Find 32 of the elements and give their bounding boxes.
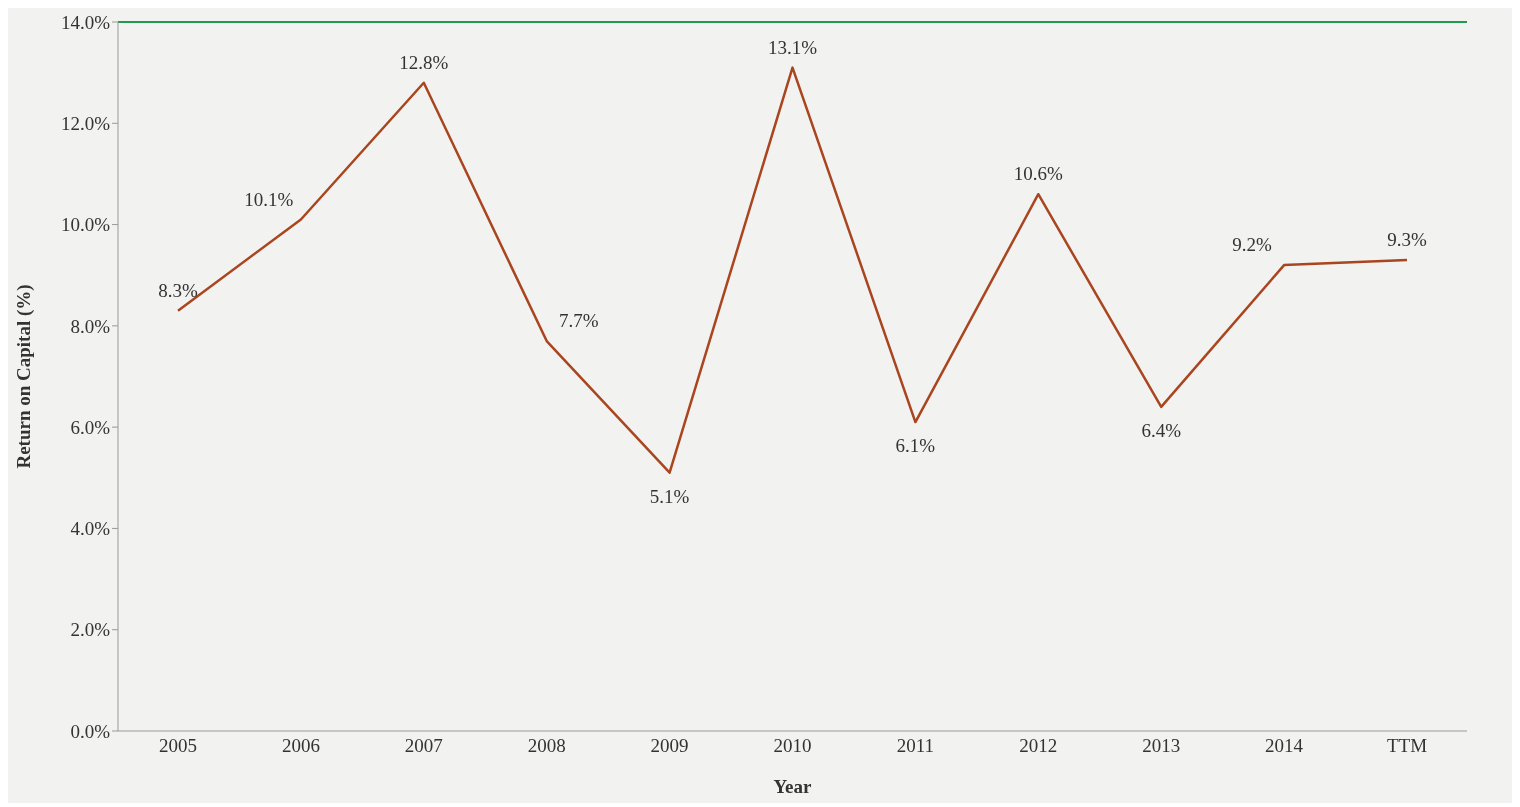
data-label: 9.2% — [1232, 234, 1273, 256]
y-tick-label: 2.0% — [70, 619, 111, 641]
x-tick-label: 2007 — [404, 735, 443, 757]
y-tick-label: 4.0% — [70, 518, 111, 540]
data-label: 8.3% — [158, 279, 198, 301]
y-tick-label: 0.0% — [70, 720, 111, 742]
x-tick-label: 2012 — [1019, 735, 1058, 757]
data-label: 13.1% — [767, 36, 818, 58]
data-label: 12.8% — [399, 51, 449, 73]
y-tick-label: 8.0% — [70, 315, 111, 337]
y-tick-label: 6.0% — [70, 416, 111, 438]
y-axis-title: Return on Capital (%) — [12, 284, 35, 469]
x-tick-label: 2008 — [527, 735, 566, 757]
x-tick-label: 2009 — [650, 735, 689, 757]
x-tick-label: 2013 — [1142, 735, 1181, 757]
x-tick-label: 2014 — [1265, 735, 1304, 757]
data-label: 5.1% — [649, 485, 690, 507]
x-tick-label: 2010 — [773, 735, 812, 757]
data-label: 6.4% — [1141, 419, 1182, 441]
y-tick-label: 10.0% — [60, 214, 111, 236]
data-label: 10.6% — [1013, 163, 1064, 185]
y-tick-label: 12.0% — [60, 113, 111, 135]
data-label: 7.7% — [558, 310, 599, 332]
x-tick-label: 2011 — [896, 735, 935, 757]
x-tick-label: TTM — [1386, 735, 1428, 757]
data-label: 9.3% — [1387, 229, 1427, 251]
data-label: 10.1% — [244, 188, 294, 210]
y-tick-label: 14.0% — [60, 11, 111, 33]
x-tick-label: 2005 — [159, 735, 197, 757]
x-axis-title: Year — [773, 776, 813, 797]
x-tick-label: 2006 — [281, 735, 320, 757]
data-label: 6.1% — [895, 435, 936, 457]
